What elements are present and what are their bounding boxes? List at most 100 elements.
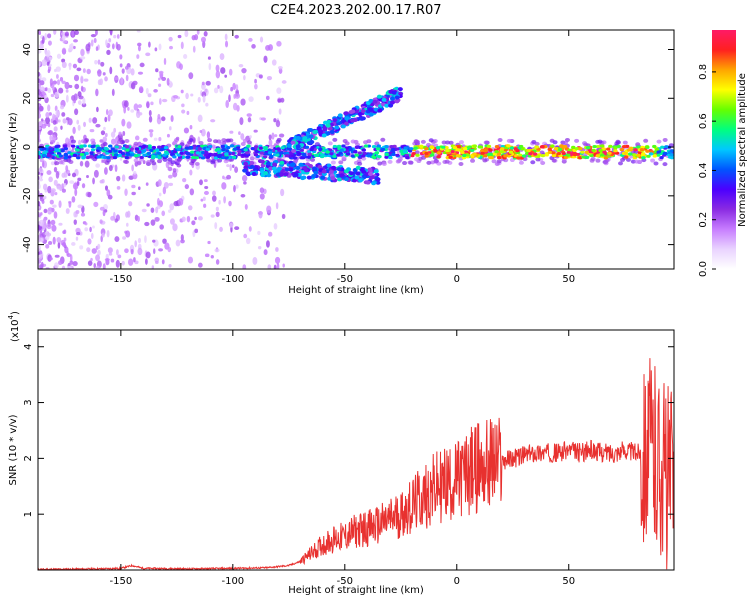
heatmap-cell	[248, 96, 254, 102]
heatmap-cell	[169, 45, 173, 50]
heatmap-cell	[50, 219, 56, 226]
heatmap-cell	[93, 201, 99, 208]
heatmap-cell	[141, 144, 147, 148]
heatmap-cell	[147, 144, 152, 148]
heatmap-cell	[49, 257, 53, 261]
heatmap-cell	[51, 224, 57, 232]
heatmap-cell	[429, 145, 434, 149]
heatmap-cell	[122, 130, 126, 136]
heatmap-cell	[414, 140, 420, 145]
heatmap-cell	[380, 147, 386, 152]
snr-frame	[37, 329, 675, 571]
heatmap-cell	[150, 156, 156, 160]
heatmap-cell	[58, 260, 63, 266]
heatmap-cell	[252, 257, 258, 265]
heatmap-cell	[201, 83, 206, 90]
heatmap-cell	[224, 152, 229, 156]
heatmap-cell	[133, 257, 136, 263]
heatmap-cell	[79, 245, 84, 250]
heatmap-cell	[91, 248, 97, 254]
heatmap-cell	[146, 151, 152, 155]
heatmap-cell	[117, 153, 122, 158]
heatmap-cell	[266, 240, 270, 248]
heatmap-cell	[136, 54, 140, 59]
heatmap-cell	[90, 257, 93, 262]
heatmap-cell	[267, 264, 272, 269]
heatmap-cell	[148, 129, 154, 133]
heatmap-cell	[632, 153, 637, 157]
heatmap-cell	[353, 150, 358, 154]
heatmap-cell	[652, 144, 657, 149]
heatmap-cell	[567, 148, 572, 152]
heatmap-cell	[92, 177, 95, 185]
heatmap-cell	[104, 76, 108, 82]
heatmap-cell	[77, 204, 83, 209]
heatmap-cell	[197, 147, 202, 151]
heatmap-cell	[284, 154, 290, 158]
heatmap-cell	[190, 93, 194, 97]
heatmap-cell	[413, 146, 418, 150]
heatmap-cell	[415, 153, 420, 157]
heatmap-cell	[377, 155, 382, 159]
heatmap-cell	[259, 36, 264, 43]
heatmap-cell	[62, 230, 66, 235]
heatmap-cell	[81, 183, 86, 189]
heatmap-cell	[76, 119, 80, 125]
heatmap-cell	[42, 195, 47, 200]
heatmap-cell	[281, 213, 286, 219]
heatmap-cell	[133, 141, 139, 146]
heatmap-cell	[66, 253, 72, 258]
heatmap-cell	[532, 152, 538, 156]
heatmap-cell	[172, 168, 177, 173]
x-tick-label: -100	[221, 274, 244, 285]
heatmap-cell	[518, 160, 524, 165]
heatmap-cell	[131, 184, 136, 189]
heatmap-cell	[242, 138, 248, 143]
heatmap-cell	[219, 85, 224, 94]
heatmap-cell	[54, 145, 59, 149]
heatmap-cell	[54, 91, 60, 98]
heatmap-cell	[95, 163, 101, 168]
heatmap-cell	[583, 142, 589, 147]
heatmap-cell	[350, 154, 356, 158]
heatmap-cell	[526, 149, 531, 153]
heatmap-cell	[234, 34, 239, 39]
heatmap-cell	[321, 133, 327, 138]
heatmap-cell	[521, 154, 527, 158]
heatmap-cell	[208, 62, 212, 71]
heatmap-cell	[161, 210, 166, 217]
heatmap-cell	[54, 262, 59, 269]
heatmap-cell	[337, 177, 343, 182]
heatmap-cell	[114, 218, 118, 223]
heatmap-cell	[67, 118, 73, 126]
heatmap-cell	[49, 199, 54, 205]
heatmap-cell	[213, 87, 219, 94]
heatmap-cell	[258, 74, 263, 79]
heatmap-cell	[267, 151, 273, 155]
heatmap-cell	[50, 139, 56, 144]
heatmap-cell	[540, 145, 545, 149]
heatmap-cell	[354, 153, 359, 157]
heatmap-cell	[646, 154, 651, 158]
heatmap-cell	[232, 102, 238, 111]
heatmap-cell	[159, 98, 162, 105]
heatmap-cell	[146, 160, 152, 165]
heatmap-cell	[146, 203, 150, 207]
heatmap-cell	[118, 137, 124, 142]
heatmap-cell	[181, 103, 185, 108]
heatmap-cell	[224, 74, 228, 78]
heatmap-cell	[330, 176, 336, 181]
heatmap-cell	[40, 172, 44, 176]
heatmap-cell	[90, 148, 96, 152]
heatmap-cell	[350, 118, 356, 123]
heatmap-cell	[148, 109, 152, 117]
heatmap-cell	[61, 47, 67, 55]
heatmap-cell	[114, 145, 119, 149]
heatmap-cell	[506, 144, 511, 148]
heatmap-cell	[345, 152, 351, 156]
heatmap-cell	[226, 145, 231, 150]
heatmap-cell	[224, 40, 229, 48]
heatmap-cell	[47, 185, 52, 194]
heatmap-cell	[268, 166, 274, 171]
heatmap-cell	[51, 87, 55, 91]
